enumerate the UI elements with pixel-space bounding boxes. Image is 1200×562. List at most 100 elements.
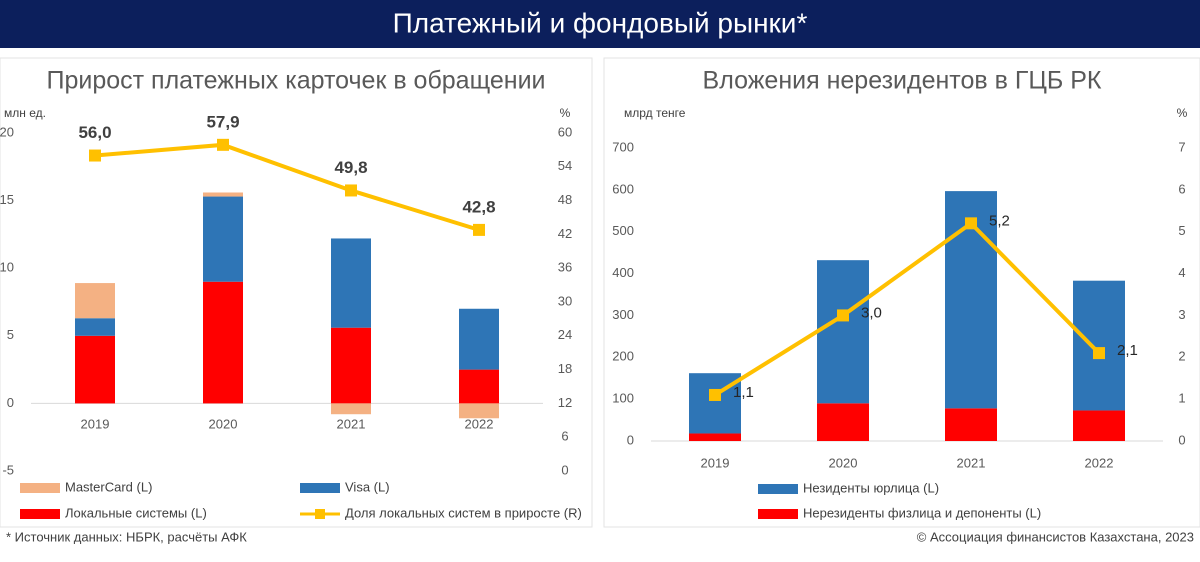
bar (203, 281, 243, 404)
legend-swatch (315, 509, 325, 519)
bar (75, 283, 115, 319)
x-tick-label: 2021 (957, 455, 986, 470)
y2-tick-label: 12 (558, 395, 572, 410)
y2-tick-label: 36 (558, 260, 572, 275)
y-tick-label: 300 (612, 307, 634, 322)
y2-tick-label: 0 (561, 462, 568, 477)
x-tick-label: 2019 (701, 455, 730, 470)
y2-tick-label: 24 (558, 327, 572, 342)
x-tick-label: 2022 (1085, 455, 1114, 470)
bar (331, 238, 371, 328)
bar (75, 335, 115, 404)
legend-swatch (20, 483, 60, 493)
y2-tick-label: 2 (1178, 349, 1185, 364)
y2-tick-label: 30 (558, 293, 572, 308)
bar (1073, 410, 1125, 441)
marker (837, 309, 849, 322)
y2-tick-label: 18 (558, 361, 572, 376)
y2-axis-label: % (560, 106, 571, 120)
legend-label: Локальные системы (L) (65, 505, 207, 520)
legend-swatch (758, 484, 798, 494)
y2-tick-label: 60 (558, 124, 572, 139)
y2-tick-label: 42 (558, 226, 572, 241)
marker (709, 388, 721, 401)
legend-label: Visa (L) (345, 479, 390, 494)
legend-swatch (300, 483, 340, 493)
bar (1073, 280, 1125, 411)
marker (473, 223, 485, 236)
bar (817, 260, 869, 404)
bar (331, 403, 371, 415)
chart-title: Прирост платежных карточек в обращении (46, 67, 545, 95)
y2-tick-label: 6 (1178, 181, 1185, 196)
y2-tick-label: 5 (1178, 223, 1185, 238)
bar (75, 318, 115, 336)
y2-axis-label: % (1177, 106, 1188, 120)
footer-source: * Источник данных: НБРК, расчёты АФК (6, 529, 247, 544)
bar (459, 308, 499, 370)
y2-tick-label: 1 (1178, 391, 1185, 406)
y-tick-label: 200 (612, 349, 634, 364)
bar (331, 327, 371, 404)
y2-tick-label: 48 (558, 192, 572, 207)
bar (203, 192, 243, 197)
footer-copyright: © Ассоциация финансистов Казахстана, 202… (917, 529, 1194, 544)
bar (203, 196, 243, 282)
x-tick-label: 2020 (829, 455, 858, 470)
y-tick-label: 500 (612, 223, 634, 238)
legend-label: Нерезиденты физлица и депоненты (L) (803, 505, 1041, 520)
y-tick-label: 700 (612, 139, 634, 154)
data-label: 57,9 (206, 112, 239, 131)
marker (965, 217, 977, 230)
marker (1093, 347, 1105, 360)
data-label: 56,0 (78, 123, 111, 142)
bar (459, 369, 499, 404)
x-tick-label: 2020 (209, 416, 238, 431)
y-tick-label: 400 (612, 265, 634, 280)
data-label: 3,0 (861, 304, 882, 321)
bar (945, 408, 997, 441)
y2-tick-label: 4 (1178, 265, 1185, 280)
marker (89, 149, 101, 162)
chart-title: Вложения нерезидентов в ГЦБ РК (703, 67, 1102, 95)
data-label: 5,2 (989, 212, 1010, 229)
y-tick-label: 0 (7, 395, 14, 410)
y-tick-label: 10 (0, 260, 14, 275)
marker (217, 138, 229, 151)
bar (689, 433, 741, 441)
y2-tick-label: 6 (561, 429, 568, 444)
data-label: 1,1 (733, 384, 754, 401)
legend-label: Доля локальных систем в приросте (R) (345, 505, 582, 520)
data-label: 49,8 (334, 158, 367, 177)
legend-swatch (20, 509, 60, 519)
x-tick-label: 2019 (81, 416, 110, 431)
y-tick-label: 20 (0, 124, 14, 139)
bar (459, 403, 499, 419)
y-tick-label: -5 (2, 462, 14, 477)
data-label: 2,1 (1117, 342, 1138, 359)
line (94, 142, 480, 232)
line (713, 220, 1101, 397)
header-title: Платежный и фондовый рынки* (393, 7, 808, 38)
data-label: 42,8 (462, 197, 495, 216)
y-tick-label: 600 (612, 181, 634, 196)
y-axis-label: млрд тенге (624, 106, 686, 120)
legend-swatch (758, 509, 798, 519)
y-tick-label: 15 (0, 192, 14, 207)
y-tick-label: 0 (627, 432, 634, 447)
y-tick-label: 100 (612, 391, 634, 406)
y2-tick-label: 3 (1178, 307, 1185, 322)
y2-tick-label: 7 (1178, 139, 1185, 154)
legend-label: MasterCard (L) (65, 479, 152, 494)
y-axis-label: млн ед. (4, 106, 46, 120)
y2-tick-label: 54 (558, 158, 572, 173)
x-tick-label: 2021 (337, 416, 366, 431)
y-tick-label: 5 (7, 327, 14, 342)
x-tick-label: 2022 (465, 416, 494, 431)
header-bar (0, 0, 1200, 48)
marker (345, 184, 357, 197)
legend-label: Незиденты юрлица (L) (803, 480, 939, 495)
bar (817, 403, 869, 441)
y2-tick-label: 0 (1178, 432, 1185, 447)
